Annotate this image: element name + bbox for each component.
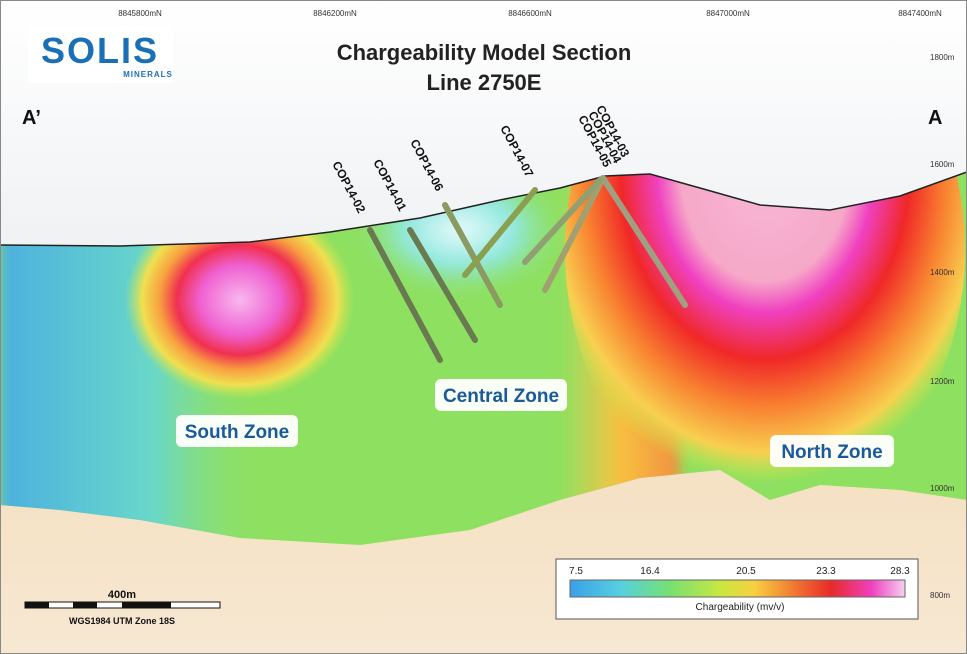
legend-tick: 16.4 (640, 566, 660, 577)
elevation-label: 800m (930, 591, 950, 600)
projection: WGS1984 UTM Zone 18S (69, 616, 175, 626)
northing-label: 8847000mN (706, 9, 750, 18)
legend-tick: 23.3 (816, 566, 836, 577)
legend-tick: 28.3 (890, 566, 910, 577)
zone-label: South Zone (185, 422, 289, 443)
northing-label: 8847400mN (898, 9, 942, 18)
elevation-label: 1400m (930, 268, 955, 277)
elevation-label: 1000m (930, 484, 955, 493)
scale-length: 400m (108, 589, 136, 601)
northing-axis: 8845800mN 8846200mN 8846600mN 8847000mN … (118, 9, 942, 18)
northing-label: 8846200mN (313, 9, 357, 18)
section-end: A (928, 107, 942, 129)
color-bar (569, 579, 906, 598)
zone-label: Central Zone (443, 386, 559, 407)
drill-traces (367, 175, 688, 363)
elevation-label: 1600m (930, 160, 955, 169)
zone-box (435, 379, 567, 411)
logo-name: SOLIS (41, 30, 159, 71)
elevation-axis: 1800m 1600m 1400m 1200m 1000m 800m (930, 53, 955, 600)
logo-sub: MINERALS (123, 70, 173, 79)
scale-bar (24, 601, 221, 609)
northing-label: 8846600mN (508, 9, 552, 18)
title: Chargeability Model Section (337, 40, 632, 65)
subtitle: Line 2750E (427, 70, 542, 95)
zone-label: North Zone (781, 442, 882, 463)
section-end: A’ (22, 107, 41, 129)
elevation-label: 1800m (930, 53, 955, 62)
zone-box (770, 435, 894, 467)
zone-box (176, 415, 298, 447)
logo-box (28, 27, 173, 83)
elevation-label: 1200m (930, 377, 955, 386)
legend-title: Chargeability (mv/v) (696, 602, 785, 613)
northing-label: 8845800mN (118, 9, 162, 18)
legend-tick: 7.5 (569, 566, 583, 577)
topography (0, 171, 967, 247)
legend-tick: 20.5 (736, 566, 756, 577)
